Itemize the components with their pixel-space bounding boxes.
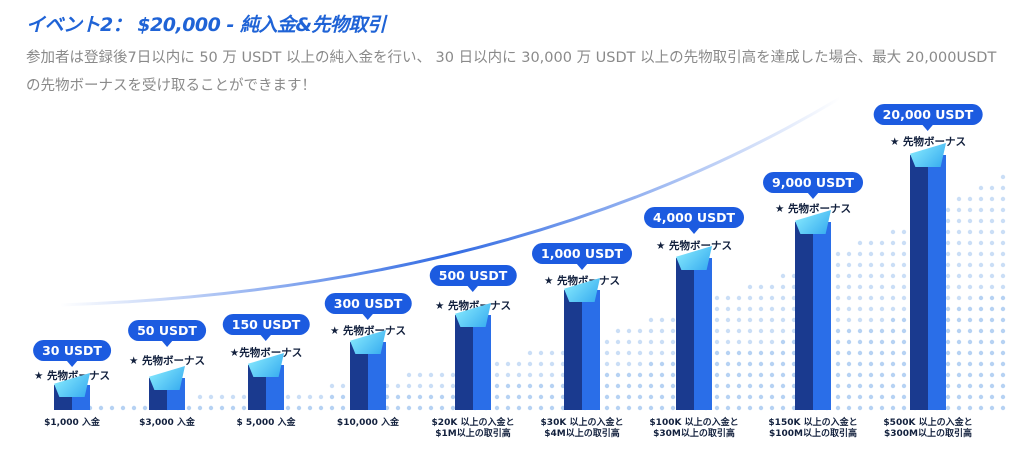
condition-line-1: $3,000 入金 xyxy=(139,418,195,428)
condition-line-2: $100M以上の取引高 xyxy=(768,429,858,439)
condition-line-1: $20K 以上の入金と xyxy=(431,418,515,428)
tier-bar xyxy=(149,366,185,410)
condition-line-1: $500K 以上の入金と xyxy=(883,418,973,428)
tier-bar xyxy=(455,303,491,410)
condition-line-1: $150K 以上の入金と xyxy=(768,418,858,428)
tier-condition: $20K 以上の入金と $1M以上の取引高 xyxy=(432,418,515,440)
tier-condition: $3,000 入金 xyxy=(139,418,195,429)
event-description: 参加者は登録後7日以内に 50 万 USDT 以上の純入金を行い、 30 日以内… xyxy=(26,50,997,94)
condition-line-1: $10,000 入金 xyxy=(336,418,400,428)
tier-condition: $30K 以上の入金と $4M以上の取引高 xyxy=(541,418,624,440)
tier-condition: $500K 以上の入金と $300M以上の取引高 xyxy=(883,418,972,440)
tier-bar xyxy=(910,143,946,410)
condition-line-2: $300M以上の取引高 xyxy=(883,429,973,439)
tier-bar xyxy=(564,278,600,410)
tier-condition: $150K 以上の入金と $100M以上の取引高 xyxy=(768,418,857,440)
reward-badge: 300 USDT xyxy=(324,293,412,320)
reward-badge: 4,000 USDT xyxy=(644,207,744,234)
tier-condition: $ 5,000 入金 xyxy=(237,418,296,429)
bonus-label: ★ 先物ボーナス xyxy=(889,136,967,148)
condition-line-2: $30M以上の取引高 xyxy=(653,429,735,439)
bonus-label: ★ 先物ボーナス xyxy=(33,370,111,382)
reward-badge: 500 USDT xyxy=(429,265,517,292)
tier-bar xyxy=(676,246,712,410)
tier-condition: $100K 以上の入金と $30M以上の取引高 xyxy=(649,418,738,440)
bonus-label: ★ 先物ボーナス xyxy=(774,203,852,215)
bonus-label: ★ 先物ボーナス xyxy=(543,275,621,287)
bonus-label: ★ 先物ボーナス xyxy=(128,355,206,367)
bonus-label: ★ 先物ボーナス xyxy=(655,240,733,252)
reward-badge: 20,000 USDT xyxy=(873,104,983,131)
condition-line-1: $ 5,000 入金 xyxy=(236,418,296,428)
reward-badge: 150 USDT xyxy=(222,314,310,341)
tier-bar xyxy=(54,373,90,410)
tier-bar xyxy=(248,353,284,410)
bonus-label: ★ 先物ボーナス xyxy=(434,300,512,312)
reward-badge: 50 USDT xyxy=(128,320,206,347)
condition-line-1: $30K 以上の入金と xyxy=(540,418,624,428)
tier-bar xyxy=(350,330,386,410)
condition-line-1: $100K 以上の入金と xyxy=(649,418,739,428)
page-title: イベント2： $20,000 - 純入金&先物取引 xyxy=(26,14,386,36)
tier-bar xyxy=(795,210,831,410)
tier-condition: $1,000 入金 xyxy=(44,418,100,429)
tier-condition: $10,000 入金 xyxy=(337,418,399,429)
reward-badge: 9,000 USDT xyxy=(763,172,863,199)
bonus-label: ★ 先物ボーナス xyxy=(329,325,407,337)
reward-badge: 1,000 USDT xyxy=(532,243,632,270)
bonus-label: ★先物ボーナス xyxy=(229,347,303,359)
reward-badge: 30 USDT xyxy=(33,340,111,367)
condition-line-1: $1,000 入金 xyxy=(44,418,100,428)
condition-line-2: $4M以上の取引高 xyxy=(544,429,620,439)
condition-line-2: $1M以上の取引高 xyxy=(435,429,511,439)
